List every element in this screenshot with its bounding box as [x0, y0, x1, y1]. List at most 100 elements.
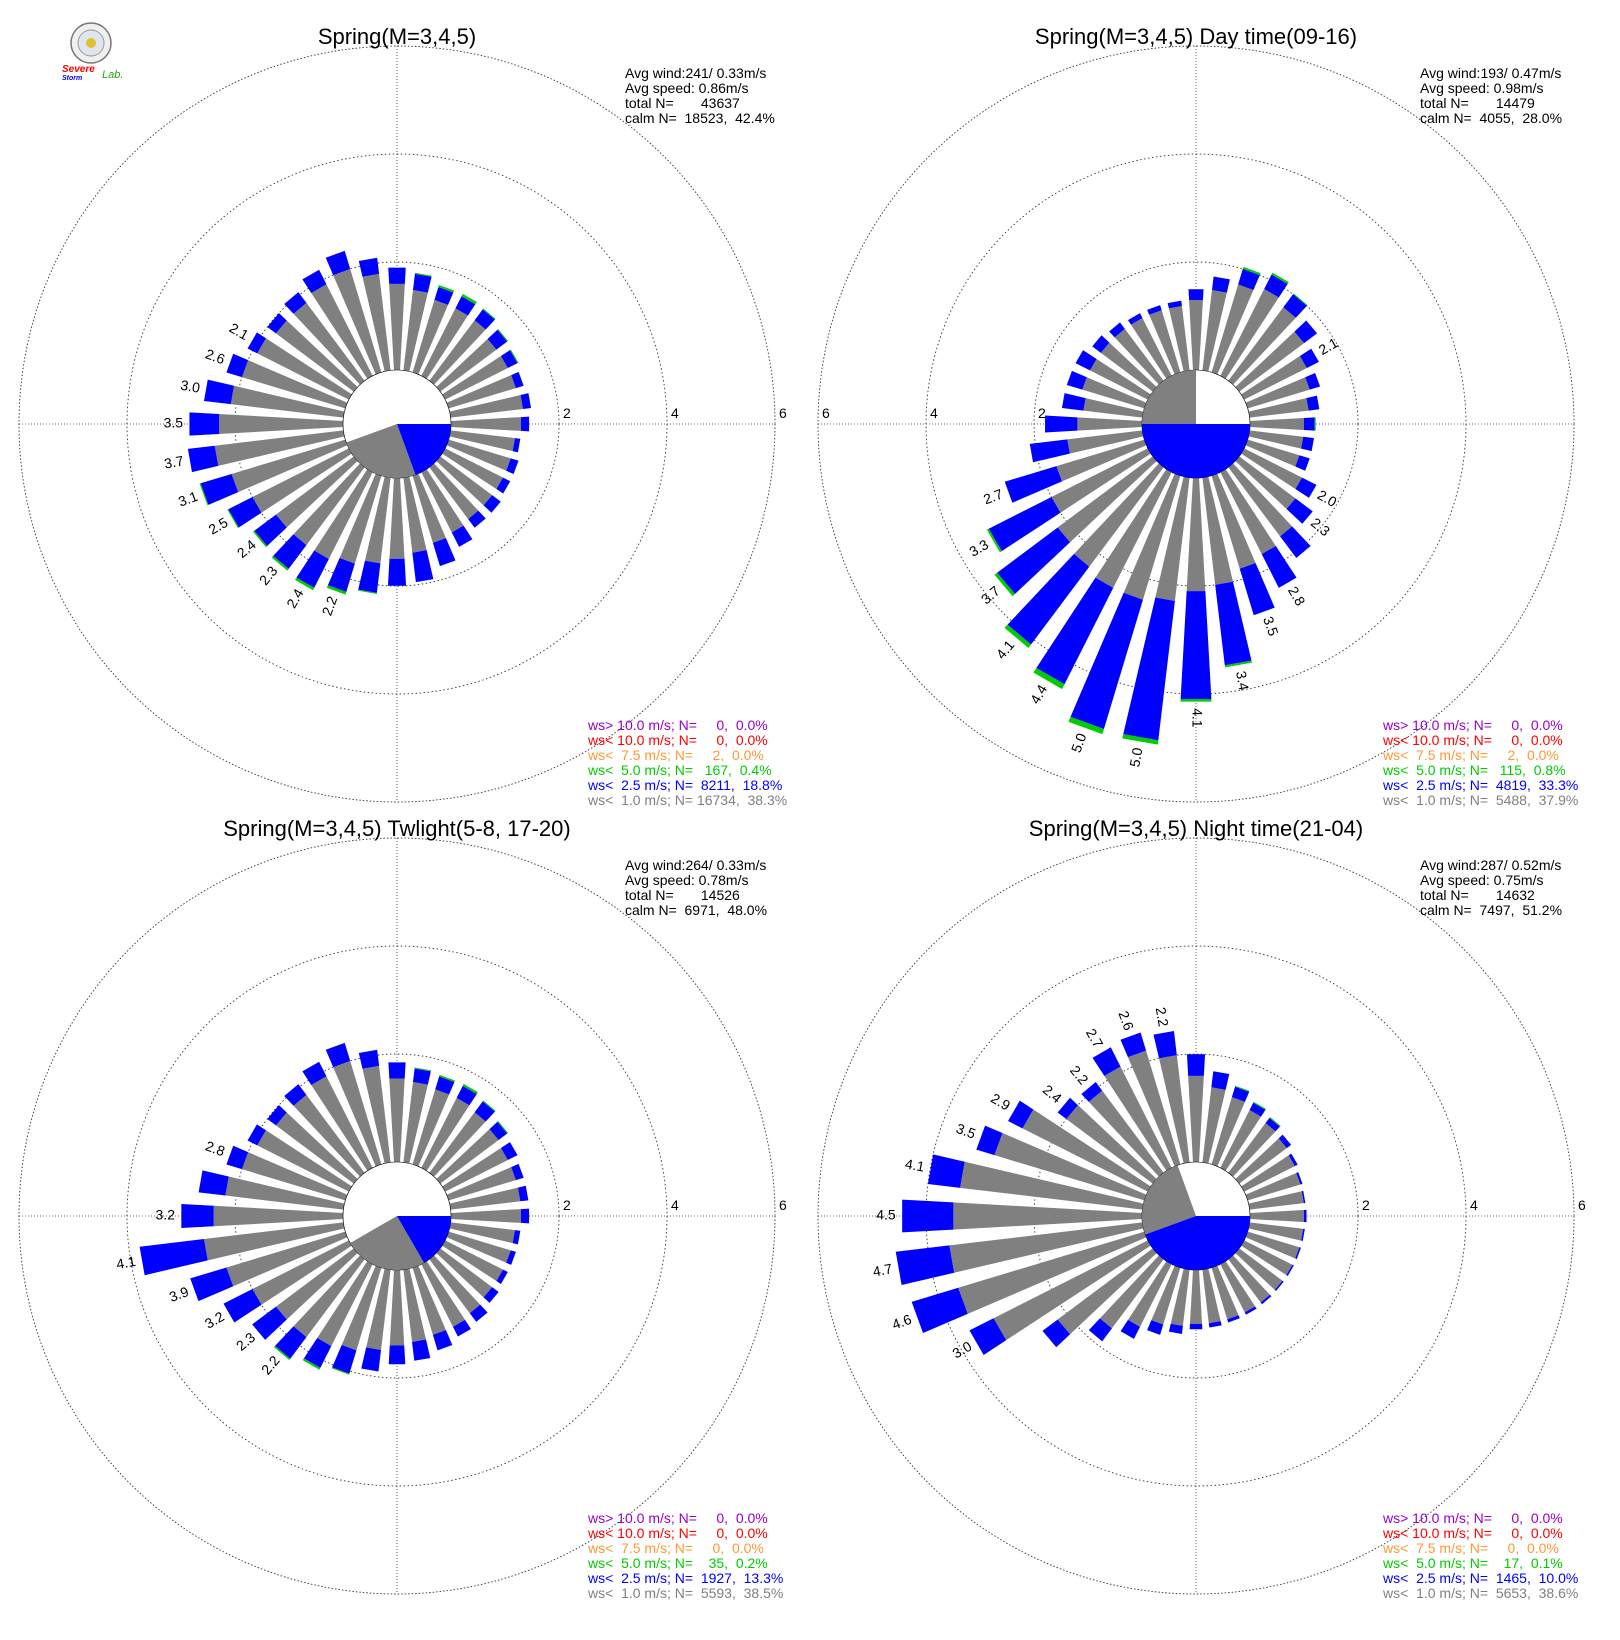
stats-line: Avg speed: 0.98m/s [1420, 80, 1543, 96]
bar-segment-calm-100 [449, 430, 515, 452]
bar-segment-lt2_5-300 [247, 332, 266, 354]
bar-segment-lt2_5-310 [267, 313, 287, 334]
bar-segment-calm-10 [403, 1081, 428, 1164]
bar-segment-lt2_5-270 [902, 1199, 954, 1233]
bar-segment-calm-60 [442, 1147, 508, 1192]
stats-line: total N= 14632 [1420, 887, 1535, 903]
bar-total-label: 2.7 [981, 486, 1005, 508]
bar-segment-lt5_0-250 [199, 483, 209, 506]
bar-segment-lt2_5-240 [228, 497, 262, 528]
calm-wedge-blue [397, 424, 451, 475]
bar-segment-calm-180 [389, 477, 405, 559]
bar-segment-calm-160 [412, 473, 446, 543]
bar-segment-lt2_5-270 [189, 412, 220, 436]
bar-segment-lt2_5-190 [1168, 1323, 1183, 1334]
bar-segment-lt5_0-210 [294, 577, 315, 591]
bar-segment-lt5_0-50 [497, 328, 509, 342]
bar-segment-calm-20 [412, 299, 449, 375]
ring-label: 6 [779, 405, 787, 421]
bar-segment-lt5_0-200 [331, 1367, 350, 1375]
logo-text-storm: Storm [62, 75, 82, 82]
bar-segment-lt2_5-150 [452, 1319, 471, 1337]
bar-segment-calm-350 [1159, 1055, 1190, 1164]
bar-segment-lt2_5-0 [1186, 1054, 1206, 1076]
bar-segment-lt2_5-290 [226, 353, 249, 378]
bar-segment-lt2_5-210 [1120, 1319, 1141, 1339]
bar-segment-lt2_5-230 [252, 1306, 287, 1340]
bar-segment-lt2_5-160 [432, 538, 456, 567]
bar-segment-calm-320 [293, 1094, 365, 1177]
bar-total-label: 4.1 [1189, 708, 1205, 728]
bar-segment-lt5_0-50 [497, 1120, 509, 1134]
bar-segment-lt5_0-190 [357, 589, 377, 594]
bar-segment-calm-210 [1095, 469, 1172, 588]
bar-segment-lt5_0-240 [227, 509, 239, 529]
calm-wedge-gray [1141, 1165, 1196, 1235]
bar-segment-calm-280 [225, 1176, 345, 1210]
legend-entry: ws< 2.5 m/s; N= 4819, 33.3% [1382, 777, 1578, 793]
legend-entry: ws< 7.5 m/s; N= 0, 0.0% [1382, 1540, 1559, 1556]
stats-line: Avg speed: 0.75m/s [1420, 872, 1543, 888]
bar-segment-calm-130 [1235, 456, 1296, 510]
bar-segment-lt2_5-40 [1265, 1117, 1280, 1132]
bar-segment-lt2_5-110 [506, 1250, 516, 1265]
bar-segment-lt2_5-260 [139, 1239, 208, 1276]
bar-segment-calm-10 [403, 289, 428, 372]
bar-segment-lt2_5-330 [1127, 313, 1143, 325]
bar-segment-lt2_5-20 [1238, 268, 1260, 290]
bar-segment-calm-100 [449, 1222, 515, 1244]
bar-segment-lt5_0-180 [1180, 698, 1212, 702]
bar-segment-lt2_5-20 [434, 287, 454, 305]
bar-segment-calm-290 [241, 1152, 348, 1201]
bar-segment-lt2_5-300 [247, 1124, 266, 1146]
bar-segment-calm-80 [1248, 398, 1309, 418]
bar-segment-calm-70 [1245, 377, 1310, 409]
panel-title: Spring(M=3,4,5) Day time(09-16) [1035, 24, 1357, 49]
bar-segment-lt2_5-120 [496, 1269, 508, 1285]
ring-label: 4 [1470, 1197, 1478, 1213]
bar-segment-lt2_5-310 [1092, 335, 1110, 353]
bar-segment-lt2_5-350 [1153, 1031, 1177, 1059]
bar-segment-lt2_5-60 [500, 350, 518, 369]
bar-segment-calm-180 [1189, 1269, 1203, 1324]
bar-segment-calm-190 [366, 1268, 391, 1351]
bar-segment-lt2_5-160 [432, 1330, 453, 1351]
bar-segment-lt2_5-270 [181, 1203, 214, 1229]
bar-segment-calm-150 [1220, 1261, 1256, 1313]
bar-segment-calm-300 [257, 338, 352, 400]
bar-segment-calm-190 [1155, 476, 1190, 601]
bar-segment-lt5_0-40 [1269, 1116, 1281, 1127]
stats-line: calm N= 6971, 48.0% [625, 902, 767, 918]
logo-text-severe: Severe [62, 64, 95, 75]
bar-segment-lt2_5-130 [1274, 1280, 1284, 1292]
bar-total-label: 2.6 [203, 346, 227, 368]
bar-segment-lt2_5-90 [521, 1208, 530, 1224]
stats-line: Avg wind:241/ 0.33m/s [625, 65, 766, 81]
bar-segment-calm-240 [1051, 448, 1151, 513]
bar-total-label: 3.9 [167, 1283, 191, 1305]
bar-segment-calm-120 [442, 448, 504, 490]
legend-entry: ws< 10.0 m/s; N= 0, 0.0% [1382, 732, 1563, 748]
bar-segment-lt2_5-140 [1280, 526, 1311, 559]
bar-segment-lt5_0-20 [439, 1074, 456, 1082]
bar-segment-lt2_5-250 [1004, 466, 1062, 503]
bar-segment-lt2_5-50 [489, 1121, 508, 1140]
legend-entry: ws< 7.5 m/s; N= 2, 0.0% [587, 747, 764, 763]
bar-segment-calm-340 [333, 1060, 382, 1167]
bar-segment-calm-0 [389, 283, 405, 371]
bar-segment-lt2_5-90 [1303, 1209, 1307, 1223]
bar-segment-calm-300 [1089, 358, 1151, 400]
bar-segment-lt2_5-130 [1286, 498, 1313, 524]
bar-segment-calm-70 [1245, 1173, 1301, 1201]
bar-segment-lt2_5-260 [187, 445, 219, 473]
bar-segment-calm-290 [241, 360, 348, 409]
bar-segment-calm-150 [1220, 469, 1276, 555]
calm-wedge-blue [397, 1216, 451, 1263]
legend-entry: ws< 10.0 m/s; N= 0, 0.0% [587, 1525, 768, 1541]
bar-segment-calm-10 [1202, 1087, 1226, 1164]
bar-segment-lt2_5-180 [387, 558, 407, 586]
bar-segment-calm-150 [421, 1261, 466, 1327]
bar-segment-lt2_5-100 [512, 1230, 521, 1245]
bar-segment-calm-100 [1248, 430, 1304, 449]
bar-segment-lt2_5-30 [455, 296, 476, 316]
